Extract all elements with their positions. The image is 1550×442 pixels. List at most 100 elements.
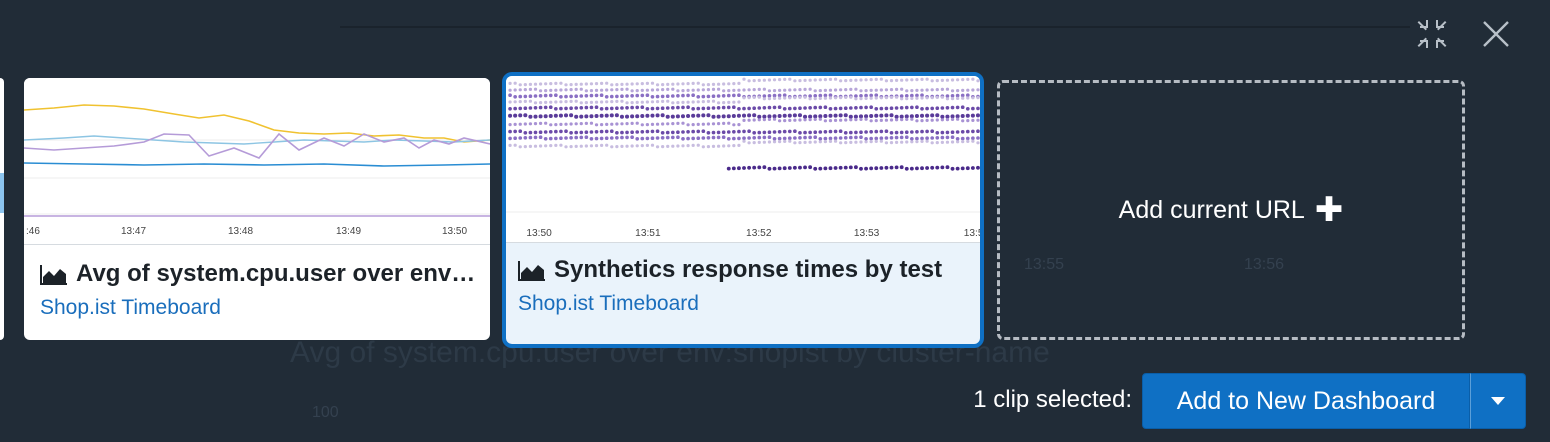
scatter-point [971,106,975,111]
scatter-point [610,100,614,104]
scatter-point [828,139,833,143]
scatter-point [823,93,828,98]
scatter-point [508,93,512,97]
scatter-point [518,83,522,87]
scatter-point [874,77,878,81]
scatter-point [544,100,548,104]
scatter-point [533,82,538,86]
scatter-point [884,79,889,83]
scatter-point [538,94,543,98]
scatter-point [859,117,863,121]
scatter-point [599,129,604,134]
collapse-arrows-icon[interactable] [1414,16,1450,52]
scatter-point [655,94,660,99]
scatter-point [818,130,823,134]
clip-card-cpu[interactable]: :46 13:47 13:48 13:49 13:50 Avg of syste… [24,78,490,340]
scatter-point [905,97,909,101]
clip-dashboard-link[interactable]: Shop.ist Timeboard [518,292,699,315]
scatter-point [518,88,522,92]
scatter-point [605,100,609,104]
scatter-point [701,136,706,140]
scatter-point [650,88,655,92]
scatter-point [533,122,538,126]
scatter-point [839,118,843,122]
scatter-point [787,113,792,118]
scatter-point [960,105,965,109]
scatter-point [615,131,619,135]
scatter-point [640,144,644,148]
scatter-point [889,131,894,135]
scatter-point [879,77,883,81]
scatter-point [798,88,802,92]
scatter-point [833,136,838,140]
scatter-point [930,106,935,111]
scatter-point [594,114,599,118]
scatter-point [676,135,680,139]
scatter-point [747,96,751,100]
scatter-point [864,166,869,171]
scatter-point [625,114,630,119]
scatter-point [533,87,538,91]
scatter-point [737,100,741,104]
scatter-point [864,93,868,98]
scatter-point [925,166,930,170]
scatter-point [670,135,675,140]
scatter-point [838,165,843,170]
scatter-point [976,118,980,122]
scatter-point [604,106,609,111]
scatter-point [732,105,736,109]
scatter-point [564,129,568,133]
scatter-point [711,82,716,86]
scatter-point [884,113,889,118]
scatter-point [777,130,782,134]
scatter-point [803,140,807,144]
scatter-point [696,95,701,99]
clip-card-synthetics[interactable]: 13:50 13:51 13:52 13:53 13:5 Synthetics … [502,72,984,348]
scatter-point [803,106,807,110]
scatter-point [615,106,619,110]
scatter-point [533,101,538,105]
scatter-point [803,118,807,122]
scatter-point [569,88,573,92]
add-current-url-button[interactable]: Add current URL ✚ [997,80,1465,340]
close-icon[interactable] [1478,16,1514,52]
scatter-point [965,113,970,118]
scatter-point [655,88,660,92]
scatter-point [686,93,690,98]
scatter-point [508,100,512,104]
scatter-point [966,139,970,143]
scatter-point [849,95,853,99]
scatter-point [823,96,828,100]
scatter-point [900,87,904,91]
scatter-point [976,129,980,133]
scatter-point [747,79,751,83]
clip-dashboard-link[interactable]: Shop.ist Timeboard [40,296,221,319]
scatter-point [554,93,558,97]
scatter-point [772,117,777,121]
scatter-point [599,123,604,127]
scatter-point [899,130,904,135]
scatter-point [961,88,965,92]
scatter-point [925,118,929,122]
scatter-point [559,129,563,134]
scatter-point [533,135,538,140]
scatter-point [828,88,833,92]
scatter-point [671,122,675,126]
scatter-point [889,113,894,118]
add-to-new-dashboard-button[interactable]: Add to New Dashboard [1142,373,1470,429]
caret-down-icon[interactable] [1470,373,1526,429]
scatter-point [528,82,533,86]
scatter-point [538,89,543,93]
scatter-point [594,88,599,92]
previous-clip-edge[interactable] [0,78,4,340]
scatter-point [772,137,777,141]
scatter-point [569,122,573,126]
scatter-point [910,130,914,134]
scatter-point [803,95,807,99]
scatter-point [686,130,690,134]
scatter-point [544,144,548,148]
scatter-point [874,107,879,111]
scatter-point [650,81,655,85]
scatter-point [793,106,797,111]
scatter-point [976,88,980,92]
